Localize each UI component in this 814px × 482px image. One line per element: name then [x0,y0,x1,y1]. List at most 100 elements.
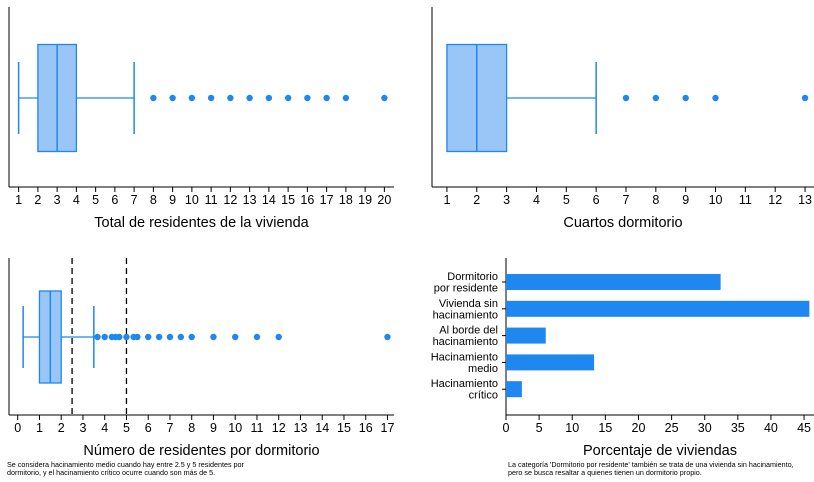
note-overcrowding-text: La categoría 'Dormitorio por residente' … [508,460,794,477]
panel4-tick-label: 0 [503,421,510,435]
note-overcrowding: La categoría 'Dormitorio por residente' … [508,461,798,477]
panel4-bar [506,300,810,317]
panel3-outlier-point [94,333,101,341]
panel1-outlier-point [246,94,253,102]
panel2-outlier-point [652,94,660,102]
panel4-bar [506,327,546,344]
panel2-outlier-point [712,94,719,102]
panel4-tick-label: 15 [598,421,612,435]
panel1-tick-label: 16 [300,193,314,207]
panel2-tick-label: 4 [533,193,540,207]
panel2-outlier-point [622,94,630,102]
panel1-tick-label: 3 [54,193,61,207]
panel2-tick-label: 2 [473,193,480,207]
note-residents-per-room: Se considera hacinamiento medio cuando h… [7,461,277,477]
panel1-tick-label: 6 [111,193,118,207]
panel2-tick-label: 10 [709,193,723,207]
panel3-outlier-point [210,333,217,341]
panel2-tick-label: 3 [503,193,510,207]
panel1-tick-label: 7 [131,193,138,207]
panel3-tick-label: 0 [14,421,21,435]
panel3-tick-label: 10 [228,421,242,435]
panel4-tick-label: 20 [632,421,646,435]
panel4-tick-label: 30 [698,421,712,435]
panel1-tick-label: 13 [243,193,257,207]
panel1-tick-label: 10 [185,193,199,207]
note-residents-per-room-text: Se considera hacinamiento medio cuando h… [7,460,244,477]
panel4-category-label: por residente [434,283,498,295]
panel3-outlier-point [253,333,261,341]
panel1-x-axis-title: Total de residentes de la vivienda [94,215,309,231]
panel4-tick-label: 45 [797,421,811,435]
panel3-tick-label: 12 [272,421,286,435]
panel1-outlier-point [227,94,234,102]
panel1-tick-label: 18 [339,193,353,207]
panel3-outlier-point [384,333,391,341]
panel4-category-label: Al borde del [439,325,498,337]
panel3-outlier-point [275,333,282,341]
panel3-tick-label: 8 [188,421,195,435]
panel1-tick-label: 11 [205,193,218,207]
panel3-tick-label: 4 [101,421,108,435]
panel3-tick-label: 14 [315,421,329,435]
panel4-category-label: Vivienda sin [439,298,498,310]
panel4-category-label: Hacinamiento [431,351,498,363]
panel1-tick-label: 5 [92,193,99,207]
panel4-category-label: hacinamiento [433,309,498,321]
panel1-outlier-point [265,94,273,102]
panel3-outlier-point [177,333,185,341]
panel3-outlier-point [116,333,123,341]
panel1-outlier-point [381,94,388,102]
panel1-tick-label: 17 [320,193,334,207]
panel3-outlier-point [232,333,239,341]
panel1-tick-label: 1 [15,193,22,207]
panel1-tick-label: 14 [262,193,276,207]
panel4-tick-label: 5 [536,421,543,435]
panel1-tick-label: 8 [150,193,157,207]
panel2-tick-label: 6 [593,193,600,207]
panel3-tick-label: 16 [359,421,373,435]
panel1-outlier-point [150,94,157,102]
panel4-bar [506,354,595,371]
panel4-tick-label: 40 [764,421,778,435]
panel1-tick-label: 15 [281,193,295,207]
panel2-tick-label: 12 [768,193,782,207]
panel1-outlier-point [207,94,215,102]
panel3-outlier-point [166,333,174,341]
panel3-tick-label: 13 [294,421,308,435]
panel2-tick-label: 5 [563,193,570,207]
panel4-category-label: crítico [469,390,498,402]
panel1-outlier-point [169,94,176,102]
panel2-tick-label: 7 [623,193,630,207]
panel2-tick-label: 1 [443,193,450,207]
panel4-bar [506,274,721,290]
panel1-outlier-point [188,94,196,102]
panel3-tick-label: 1 [36,421,43,435]
panel4-category-label: medio [468,363,498,375]
panel3-outlier-point [145,333,152,341]
panel4-category-label: Hacinamiento [431,378,498,390]
panel2-tick-label: 8 [652,193,659,207]
panel2-outlier-point [682,94,689,102]
panel2-tick-label: 11 [739,193,752,207]
panel3-tick-label: 15 [337,421,351,435]
panel1-outlier-point [342,94,350,102]
panel3-tick-label: 2 [58,421,65,435]
panel3-tick-label: 3 [79,421,86,435]
panel4-category-label: hacinamiento [433,336,498,348]
panel3-tick-label: 9 [210,421,217,435]
panel2-x-axis-title: Cuartos dormitorio [563,215,682,231]
panel3-tick-label: 17 [381,421,395,435]
panel4-category-label: Dormitorio [447,271,498,283]
panel1-outlier-point [323,94,330,102]
panel3-outlier-point [155,333,163,341]
panel2-tick-label: 13 [798,193,812,207]
panel1-tick-label: 20 [377,193,391,207]
panel1-tick-label: 19 [358,193,372,207]
panel3-outlier-point [188,333,195,341]
panel1-tick-label: 12 [223,193,237,207]
panel3-tick-label: 11 [250,421,263,435]
panel4-tick-label: 35 [731,421,745,435]
